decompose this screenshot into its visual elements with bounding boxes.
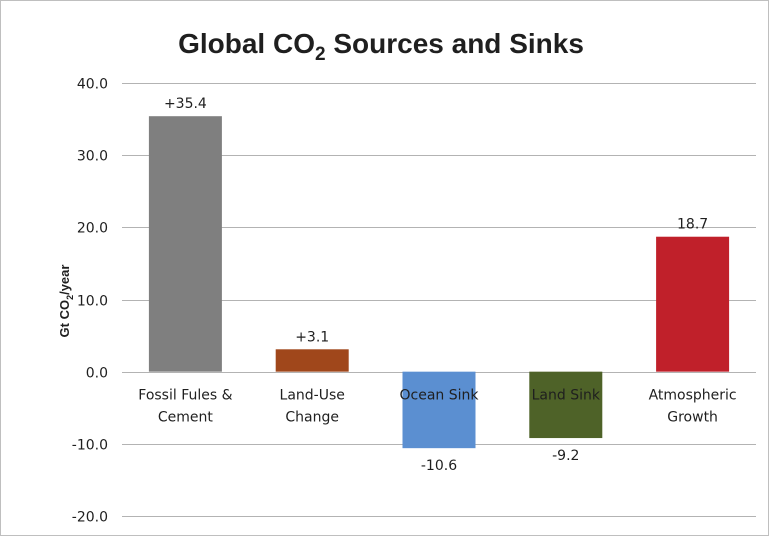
y-axis-tick-labels: 40.0 30.0 20.0 10.0 0.0 -10.0 -20.0 (72, 77, 108, 526)
category-label: Land Sink (532, 388, 601, 404)
category-label: Land-Use (280, 388, 345, 404)
data-label: -9.2 (552, 448, 579, 464)
bar (148, 116, 222, 372)
bars (148, 116, 730, 449)
bar (656, 236, 730, 372)
category-label: Fossil Fules & (138, 388, 232, 404)
y-axis-title-subscript: 2 (65, 295, 75, 300)
y-axis-title-suffix: /year (57, 265, 72, 295)
chart-title-suffix: Sources and Sinks (326, 28, 584, 59)
bar (529, 371, 603, 439)
bar (402, 371, 476, 449)
y-axis-title: Gt CO2/year (57, 265, 75, 338)
category-label: Cement (158, 410, 214, 426)
data-labels: +35.4 +3.1 -10.6 -9.2 18.7 (164, 96, 708, 474)
y-axis-title-main: Gt CO (57, 300, 72, 338)
chart-title-subscript: 2 (315, 44, 326, 65)
y-tick-label: 10.0 (77, 294, 108, 310)
data-label: -10.6 (421, 458, 457, 474)
y-tick-label: 20.0 (77, 221, 108, 237)
data-label: +35.4 (164, 96, 207, 112)
chart-title: Global CO2 Sources and Sinks (178, 28, 584, 65)
category-label: Change (285, 410, 339, 426)
chart-title-main: Global CO (178, 28, 315, 59)
y-tick-label: 40.0 (77, 77, 108, 93)
category-label: Atmospheric (649, 388, 737, 404)
y-tick-label: 0.0 (86, 366, 108, 382)
data-label: +3.1 (295, 329, 329, 345)
data-label: 18.7 (677, 217, 708, 233)
bar (275, 349, 349, 372)
y-tick-label: -20.0 (72, 510, 108, 526)
y-tick-label: -10.0 (72, 438, 108, 454)
category-label: Growth (667, 410, 718, 426)
y-tick-label: 30.0 (77, 149, 108, 165)
category-label: Ocean Sink (400, 388, 480, 404)
category-labels: Fossil Fules & Cement Land-Use Change Ocean … (138, 388, 736, 426)
